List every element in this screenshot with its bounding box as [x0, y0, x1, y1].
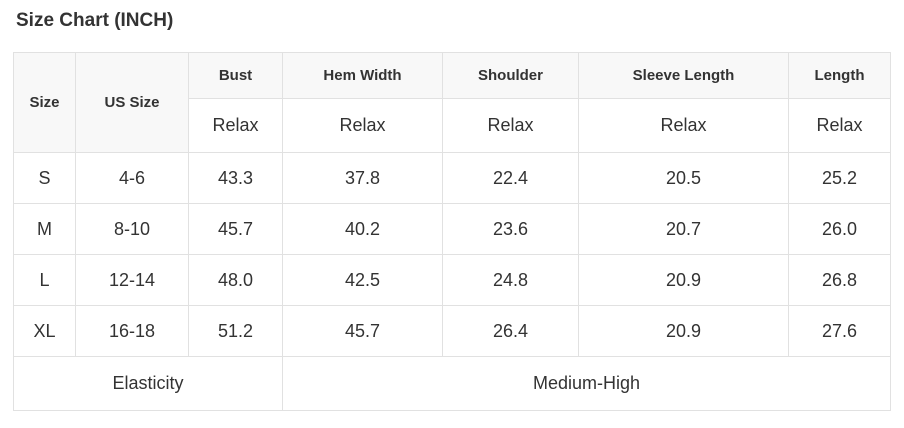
size-cell: XL — [13, 305, 76, 357]
bust-cell: 43.3 — [188, 152, 283, 204]
us-size-cell: 12-14 — [75, 254, 189, 306]
table-row-xl: XL 16-18 51.2 45.7 26.4 20.9 27.6 — [13, 305, 891, 357]
length-cell: 27.6 — [788, 305, 891, 357]
fit-cell-bust: Relax — [188, 98, 283, 153]
column-header-length: Length — [788, 52, 891, 99]
column-header-us-size: US Size — [75, 52, 189, 153]
elasticity-value-cell: Medium-High — [282, 356, 891, 411]
table-row-m: M 8-10 45.7 40.2 23.6 20.7 26.0 — [13, 203, 891, 255]
shoulder-cell: 26.4 — [442, 305, 579, 357]
sleeve-length-cell: 20.9 — [578, 305, 789, 357]
elasticity-label-cell: Elasticity — [13, 356, 283, 411]
hem-width-cell: 45.7 — [282, 305, 443, 357]
bust-cell: 51.2 — [188, 305, 283, 357]
column-header-bust: Bust — [188, 52, 283, 99]
column-header-size: Size — [13, 52, 76, 153]
fit-cell-shoulder: Relax — [442, 98, 579, 153]
size-cell: S — [13, 152, 76, 204]
hem-width-cell: 42.5 — [282, 254, 443, 306]
size-chart-table: Size US Size Bust Hem Width Shoulder Sle… — [13, 52, 891, 411]
fit-cell-hem-width: Relax — [282, 98, 443, 153]
fit-cell-length: Relax — [788, 98, 891, 153]
length-cell: 26.8 — [788, 254, 891, 306]
table-row-s: S 4-6 43.3 37.8 22.4 20.5 25.2 — [13, 152, 891, 204]
size-chart-section: Size Chart (INCH) Size US Size Bust Hem … — [13, 10, 891, 411]
fit-cell-sleeve-length: Relax — [578, 98, 789, 153]
length-cell: 26.0 — [788, 203, 891, 255]
length-cell: 25.2 — [788, 152, 891, 204]
table-row-l: L 12-14 48.0 42.5 24.8 20.9 26.8 — [13, 254, 891, 306]
elasticity-row: Elasticity Medium-High — [13, 356, 891, 411]
column-header-sleeve-length: Sleeve Length — [578, 52, 789, 99]
hem-width-cell: 40.2 — [282, 203, 443, 255]
sleeve-length-cell: 20.5 — [578, 152, 789, 204]
sleeve-length-cell: 20.7 — [578, 203, 789, 255]
shoulder-cell: 22.4 — [442, 152, 579, 204]
shoulder-cell: 24.8 — [442, 254, 579, 306]
us-size-cell: 16-18 — [75, 305, 189, 357]
bust-cell: 45.7 — [188, 203, 283, 255]
shoulder-cell: 23.6 — [442, 203, 579, 255]
table-header-row: Size US Size Bust Hem Width Shoulder Sle… — [13, 52, 891, 153]
us-size-cell: 4-6 — [75, 152, 189, 204]
fit-subheader-row: Relax Relax Relax Relax Relax — [14, 98, 891, 153]
column-header-hem-width: Hem Width — [282, 52, 443, 99]
hem-width-cell: 37.8 — [282, 152, 443, 204]
size-chart-title: Size Chart (INCH) — [16, 10, 174, 31]
size-cell: M — [13, 203, 76, 255]
column-header-shoulder: Shoulder — [442, 52, 579, 99]
size-cell: L — [13, 254, 76, 306]
sleeve-length-cell: 20.9 — [578, 254, 789, 306]
us-size-cell: 8-10 — [75, 203, 189, 255]
bust-cell: 48.0 — [188, 254, 283, 306]
